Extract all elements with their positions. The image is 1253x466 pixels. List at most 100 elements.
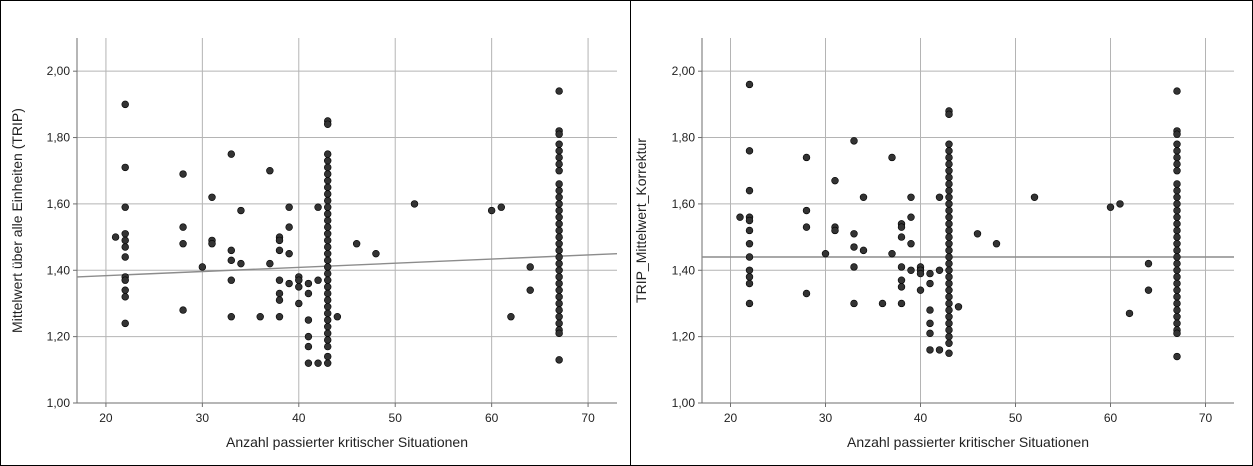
data-point: [745, 240, 754, 248]
data-point: [304, 359, 313, 367]
x-axis-title: Anzahl passierter kritischer Situationen: [226, 434, 468, 450]
data-point: [926, 306, 934, 314]
data-point: [324, 150, 332, 158]
data-point: [555, 299, 563, 308]
data-point: [935, 266, 944, 274]
fit-line: [76, 252, 618, 278]
data-point: [285, 223, 293, 231]
data-point: [111, 233, 120, 241]
data-point: [850, 137, 858, 145]
data-point: [555, 200, 563, 208]
data-point: [304, 289, 313, 298]
data-point: [295, 276, 303, 284]
data-point: [945, 246, 953, 255]
data-point: [324, 190, 332, 198]
data-point: [555, 286, 563, 294]
data-point: [121, 100, 129, 109]
data-point: [555, 319, 563, 328]
data-point: [1173, 299, 1181, 308]
x-tick-label: 40: [914, 411, 928, 425]
data-point: [314, 359, 322, 367]
data-point: [555, 130, 563, 138]
data-point: [1173, 266, 1181, 274]
data-point: [324, 210, 332, 218]
data-point: [916, 269, 925, 278]
data-point: [945, 299, 953, 308]
data-point: [926, 346, 934, 354]
data-point: [324, 359, 332, 367]
data-point: [324, 309, 332, 318]
data-point: [555, 266, 563, 274]
data-point: [945, 313, 953, 321]
data-point: [304, 279, 313, 288]
data-point: [555, 329, 563, 338]
data-point: [745, 80, 754, 89]
data-point: [324, 303, 332, 311]
data-point: [945, 173, 953, 182]
data-point: [945, 306, 953, 314]
data-point: [198, 263, 207, 271]
data-point: [1173, 273, 1181, 281]
data-point: [945, 206, 953, 215]
data-point: [1173, 319, 1181, 328]
data-point: [555, 226, 563, 235]
data-point: [1125, 309, 1134, 318]
data-point: [888, 153, 896, 162]
data-point: [324, 203, 332, 211]
data-point: [324, 120, 332, 128]
data-point: [973, 230, 982, 238]
data-point: [237, 206, 245, 215]
data-point: [1173, 213, 1181, 221]
data-point: [526, 286, 534, 294]
data-point: [945, 293, 953, 301]
data-point: [324, 256, 332, 265]
y-tick-label: 1,00: [672, 396, 696, 410]
data-point: [208, 240, 216, 248]
data-point: [555, 279, 563, 288]
data-point: [121, 253, 129, 261]
data-point: [324, 336, 332, 344]
data-point: [179, 306, 187, 314]
x-axis-title: Anzahl passierter kritischer Situationen: [847, 434, 1089, 450]
data-point: [945, 273, 953, 281]
data-point: [1173, 246, 1181, 255]
data-point: [926, 279, 934, 288]
x-tick-label: 20: [99, 411, 113, 425]
data-point: [802, 289, 811, 298]
data-point: [179, 240, 187, 248]
data-point: [555, 140, 563, 148]
data-point: [304, 316, 313, 324]
data-point: [897, 263, 906, 271]
data-point: [526, 263, 534, 271]
data-point: [850, 230, 858, 238]
data-point: [945, 326, 953, 334]
data-point: [304, 342, 313, 351]
data-point: [324, 183, 332, 192]
data-point: [275, 296, 284, 304]
data-point: [295, 299, 303, 308]
data-point: [831, 226, 839, 235]
data-point: [555, 147, 563, 155]
y-tick-label: 1,60: [47, 197, 71, 211]
data-point: [1173, 140, 1181, 148]
data-point: [954, 303, 963, 311]
data-point: [945, 233, 953, 241]
data-point: [555, 220, 563, 228]
data-point: [745, 216, 754, 225]
data-point: [745, 279, 754, 288]
y-tick-label: 1,40: [47, 263, 71, 277]
data-point: [324, 289, 332, 298]
data-point: [945, 266, 953, 274]
data-point: [121, 230, 129, 238]
data-point: [926, 269, 934, 278]
data-point: [324, 269, 332, 278]
data-point: [410, 200, 419, 208]
data-point: [945, 200, 953, 208]
data-point: [945, 259, 953, 268]
data-point: [1173, 233, 1181, 241]
data-point: [1173, 160, 1181, 168]
data-point: [324, 276, 332, 284]
data-point: [555, 246, 563, 255]
data-point: [275, 236, 284, 245]
